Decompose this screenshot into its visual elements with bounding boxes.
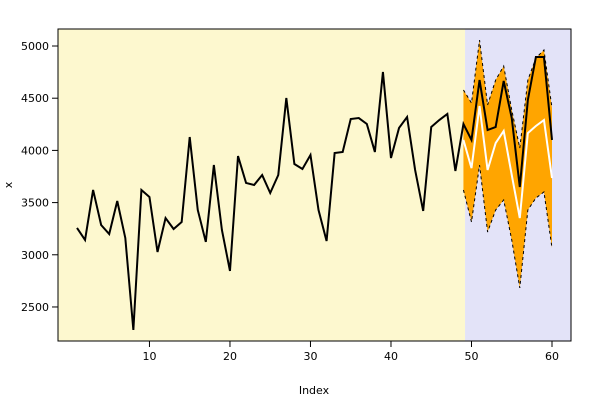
y-tick-label: 4500 — [21, 92, 49, 105]
x-tick-label: 30 — [303, 350, 317, 363]
y-tick-label: 3000 — [21, 249, 49, 262]
y-axis-label: x — [2, 181, 15, 188]
y-tick-label: 2500 — [21, 301, 49, 314]
x-axis-label: Index — [299, 384, 330, 397]
plot-frame — [57, 28, 572, 342]
x-tick-label: 60 — [545, 350, 559, 363]
y-tick-label: 4000 — [21, 144, 49, 157]
x-tick-label: 50 — [464, 350, 478, 363]
actual-line — [76, 55, 553, 331]
x-tick-label: 20 — [223, 350, 237, 363]
confidence-band — [463, 40, 552, 288]
upper-bound-line — [463, 40, 553, 149]
x-tick-label: 10 — [142, 350, 156, 363]
history-background — [58, 29, 466, 341]
y-tick-label: 5000 — [21, 40, 49, 53]
lower-bound-line — [462, 164, 553, 289]
x-tick-label: 40 — [384, 350, 398, 363]
forecast-line — [462, 105, 553, 219]
y-tick-label: 3500 — [21, 197, 49, 210]
